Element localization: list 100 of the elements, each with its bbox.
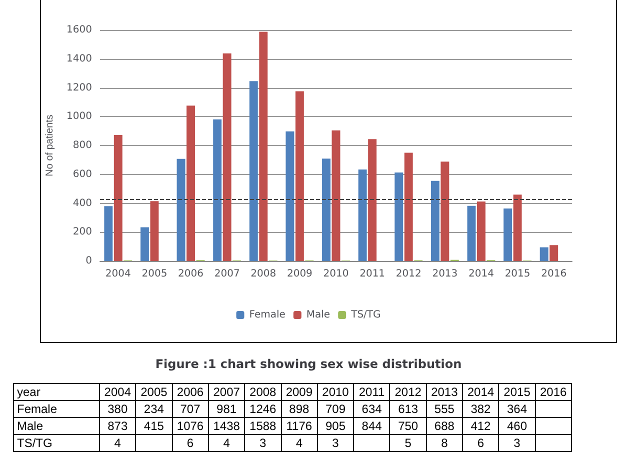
bar — [259, 32, 268, 261]
bar — [476, 202, 486, 261]
data-label: 1176 — [280, 417, 318, 435]
x-tick-label: 2012 — [396, 268, 422, 280]
bar — [249, 81, 258, 261]
data-label: 898 — [280, 400, 318, 418]
x-tick-label: 2004 — [105, 268, 131, 280]
category-label: 2004 — [104, 385, 131, 399]
text: Figure :1 chart showing sex wise distribution — [155, 357, 462, 371]
legend-label: Female — [249, 310, 286, 320]
category-label: 2008 — [250, 385, 276, 399]
x-tick-label: 2013 — [432, 268, 458, 280]
x-tick-label: 2015 — [504, 268, 530, 280]
category-label: 2005 — [140, 385, 168, 399]
bar — [467, 206, 476, 261]
bar — [186, 106, 196, 261]
category-label: 2015 — [504, 385, 530, 399]
data-label: 234 — [135, 400, 173, 418]
bar — [104, 206, 113, 261]
y-tick-label: 200 — [72, 226, 92, 238]
bar — [513, 194, 522, 261]
x-tick-label: 2011 — [360, 268, 386, 280]
y-axis-title: No of patients — [44, 114, 56, 176]
x-tick-label: 2006 — [178, 268, 204, 280]
category-label: 2016 — [540, 385, 567, 399]
data-label: 3 — [244, 434, 282, 452]
x-tick-label: 2010 — [323, 268, 349, 280]
data-label: 6 — [462, 434, 500, 452]
bar — [358, 169, 367, 261]
category-label: 2013 — [431, 385, 458, 399]
y-tick-label: 1400 — [66, 53, 92, 64]
bar — [368, 139, 377, 261]
data-label: 1588 — [244, 417, 282, 435]
y-tick-label: 1200 — [66, 82, 92, 94]
text: Male — [17, 419, 44, 433]
bar — [550, 245, 558, 261]
x-tick-label: 2016 — [541, 268, 567, 280]
data-label: 707 — [172, 400, 209, 418]
data-label: 415 — [135, 417, 173, 435]
data-label: 412 — [462, 417, 500, 435]
y-tick-label: 400 — [72, 198, 92, 209]
bar — [504, 208, 512, 261]
bar — [286, 131, 294, 261]
text: Female — [17, 402, 58, 416]
x-tick-label: 2005 — [142, 268, 168, 280]
bar — [332, 130, 340, 261]
x-tick-label: 2007 — [214, 268, 240, 280]
bar — [322, 158, 330, 261]
category-label: 2009 — [286, 385, 313, 399]
data-label: 613 — [389, 400, 427, 418]
data-label: 460 — [498, 417, 536, 435]
data-label: 750 — [389, 417, 427, 435]
data-label: 4 — [99, 434, 136, 452]
y-tick-label: 600 — [72, 168, 92, 180]
category-label: 2011 — [358, 385, 385, 399]
data-label: 4 — [208, 434, 246, 452]
category-label: 2012 — [394, 385, 422, 399]
data-label: 555 — [426, 400, 464, 418]
data-label: 873 — [99, 417, 136, 435]
data-label: 1438 — [208, 417, 246, 435]
bar — [140, 227, 149, 261]
bar — [176, 158, 186, 261]
data-label: 688 — [426, 417, 464, 435]
data-label: 3 — [316, 434, 354, 452]
bar — [150, 201, 159, 261]
data-label: 380 — [99, 400, 136, 418]
data-label: 364 — [498, 400, 536, 418]
text: TS/TG — [17, 436, 52, 450]
data-label: 905 — [316, 417, 354, 435]
data-label: 709 — [316, 400, 354, 418]
x-tick-label: 2008 — [250, 268, 276, 280]
category-label: 2014 — [467, 385, 494, 399]
y-tick-label: 1600 — [66, 24, 92, 36]
bar — [213, 119, 222, 261]
bar — [295, 91, 304, 261]
data-label: 4 — [280, 434, 318, 452]
data-label: 3 — [498, 434, 536, 452]
bar — [430, 180, 440, 261]
data-label: 634 — [353, 400, 390, 418]
data-label: 382 — [462, 400, 500, 418]
bar — [404, 152, 413, 261]
x-tick-label: 2009 — [286, 268, 312, 280]
data-label: 844 — [353, 417, 390, 435]
data-label: 981 — [208, 400, 246, 418]
category-label: 2007 — [213, 385, 240, 399]
y-tick-label: 0 — [86, 256, 92, 266]
data-label: 1076 — [172, 417, 209, 435]
data-label: 1246 — [244, 400, 282, 418]
category-label: 2006 — [176, 385, 204, 399]
text: year — [13, 383, 100, 401]
bar — [440, 162, 450, 261]
category-label: 2010 — [322, 385, 349, 399]
bar — [222, 53, 232, 261]
data-label: 8 — [426, 434, 464, 452]
legend-label: Male — [306, 310, 330, 320]
bar — [540, 247, 548, 261]
data-label: 5 — [389, 434, 427, 452]
y-tick-label: 1000 — [66, 111, 92, 122]
legend-label: TS/TG — [350, 310, 381, 320]
bar — [114, 134, 122, 261]
